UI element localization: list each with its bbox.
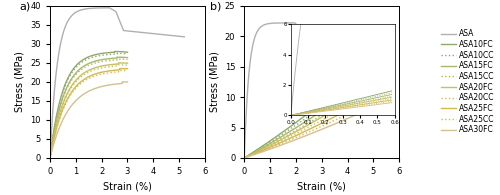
ASA10CC bbox=[281, 132, 287, 134]
ASA15CC bbox=[250, 152, 256, 155]
ASA20CC bbox=[248, 154, 254, 156]
ASA20FC bbox=[281, 137, 287, 139]
ASA bbox=[256, 27, 262, 30]
ASA bbox=[284, 22, 290, 24]
ASA10FC bbox=[269, 138, 275, 141]
ASA25FC bbox=[269, 145, 275, 147]
ASA20CC bbox=[269, 144, 275, 146]
ASA25CC bbox=[269, 146, 275, 149]
Line: ASA30FC: ASA30FC bbox=[244, 97, 394, 158]
Y-axis label: Stress (MPa): Stress (MPa) bbox=[15, 51, 25, 112]
ASA15FC bbox=[250, 152, 256, 154]
Text: b): b) bbox=[210, 1, 222, 11]
ASA20CC bbox=[378, 84, 384, 87]
ASA10FC bbox=[384, 46, 390, 49]
X-axis label: Strain (%): Strain (%) bbox=[103, 182, 152, 191]
ASA30FC bbox=[248, 155, 254, 157]
Line: ASA20CC: ASA20CC bbox=[244, 78, 394, 158]
ASA20CC bbox=[281, 138, 287, 141]
ASA30FC bbox=[391, 96, 397, 98]
ASA10FC bbox=[242, 157, 248, 159]
ASA15CC bbox=[248, 154, 254, 156]
ASA15FC bbox=[391, 57, 397, 59]
Y-axis label: Stress (MPa): Stress (MPa) bbox=[209, 51, 219, 112]
ASA15CC bbox=[384, 71, 390, 73]
ASA25FC bbox=[248, 154, 254, 157]
ASA15CC bbox=[269, 142, 275, 145]
ASA10FC bbox=[391, 39, 397, 42]
Legend: ASA, ASA10FC, ASA10CC, ASA15FC, ASA15CC, ASA20FC, ASA20CC, ASA25FC, ASA25CC, ASA: ASA, ASA10FC, ASA10CC, ASA15FC, ASA15CC,… bbox=[438, 26, 498, 137]
ASA10CC bbox=[378, 59, 384, 61]
ASA20CC bbox=[250, 153, 256, 155]
ASA20FC bbox=[242, 157, 248, 159]
ASA30FC bbox=[269, 147, 275, 150]
ASA25FC bbox=[384, 87, 390, 90]
ASA bbox=[288, 22, 294, 24]
ASA25FC bbox=[378, 90, 384, 93]
ASA15FC bbox=[269, 141, 275, 143]
ASA10CC bbox=[248, 153, 254, 156]
ASA10CC bbox=[384, 55, 390, 57]
ASA20CC bbox=[384, 81, 390, 83]
Line: ASA10CC: ASA10CC bbox=[244, 49, 394, 158]
ASA bbox=[242, 157, 248, 159]
Line: ASA15CC: ASA15CC bbox=[244, 67, 394, 158]
ASA10CC bbox=[250, 151, 256, 154]
ASA25CC bbox=[242, 157, 248, 159]
Line: ASA10FC: ASA10FC bbox=[244, 41, 394, 158]
ASA15CC bbox=[391, 66, 397, 68]
ASA25FC bbox=[281, 140, 287, 142]
ASA20CC bbox=[391, 76, 397, 79]
ASA25FC bbox=[250, 153, 256, 155]
ASA30FC bbox=[242, 157, 248, 159]
ASA20FC bbox=[269, 143, 275, 145]
ASA25CC bbox=[248, 155, 254, 157]
ASA10CC bbox=[391, 48, 397, 51]
ASA20FC bbox=[391, 70, 397, 72]
ASA25CC bbox=[250, 153, 256, 156]
Line: ASA25CC: ASA25CC bbox=[244, 90, 394, 158]
ASA10CC bbox=[269, 140, 275, 142]
ASA15CC bbox=[281, 136, 287, 138]
Line: ASA: ASA bbox=[244, 23, 394, 158]
ASA20CC bbox=[242, 157, 248, 159]
ASA25FC bbox=[391, 83, 397, 85]
ASA bbox=[292, 22, 298, 24]
ASA10CC bbox=[242, 157, 248, 159]
ASA25CC bbox=[281, 141, 287, 144]
ASA bbox=[391, 111, 397, 113]
ASA30FC bbox=[281, 143, 287, 145]
X-axis label: Strain (%): Strain (%) bbox=[298, 182, 346, 191]
ASA15FC bbox=[281, 134, 287, 136]
ASA15FC bbox=[242, 157, 248, 159]
ASA bbox=[248, 53, 254, 55]
ASA15CC bbox=[378, 75, 384, 77]
ASA25CC bbox=[391, 89, 397, 92]
ASA bbox=[348, 73, 354, 75]
ASA10FC bbox=[281, 130, 287, 132]
ASA30FC bbox=[384, 99, 390, 102]
ASA10FC bbox=[378, 51, 384, 53]
ASA15FC bbox=[384, 63, 390, 65]
ASA10FC bbox=[250, 151, 256, 153]
ASA20FC bbox=[248, 154, 254, 156]
ASA bbox=[276, 22, 282, 24]
ASA20FC bbox=[384, 75, 390, 77]
ASA15FC bbox=[248, 153, 254, 156]
Line: ASA15FC: ASA15FC bbox=[244, 58, 394, 158]
Line: ASA25FC: ASA25FC bbox=[244, 84, 394, 158]
ASA25CC bbox=[384, 93, 390, 96]
ASA10FC bbox=[248, 153, 254, 155]
ASA15CC bbox=[242, 157, 248, 159]
ASA25FC bbox=[242, 157, 248, 159]
ASA20FC bbox=[378, 79, 384, 81]
Text: a): a) bbox=[19, 1, 30, 11]
ASA15FC bbox=[378, 67, 384, 69]
ASA30FC bbox=[250, 154, 256, 156]
Line: ASA20FC: ASA20FC bbox=[244, 71, 394, 158]
ASA25CC bbox=[378, 96, 384, 98]
ASA20FC bbox=[250, 152, 256, 155]
ASA30FC bbox=[378, 102, 384, 104]
